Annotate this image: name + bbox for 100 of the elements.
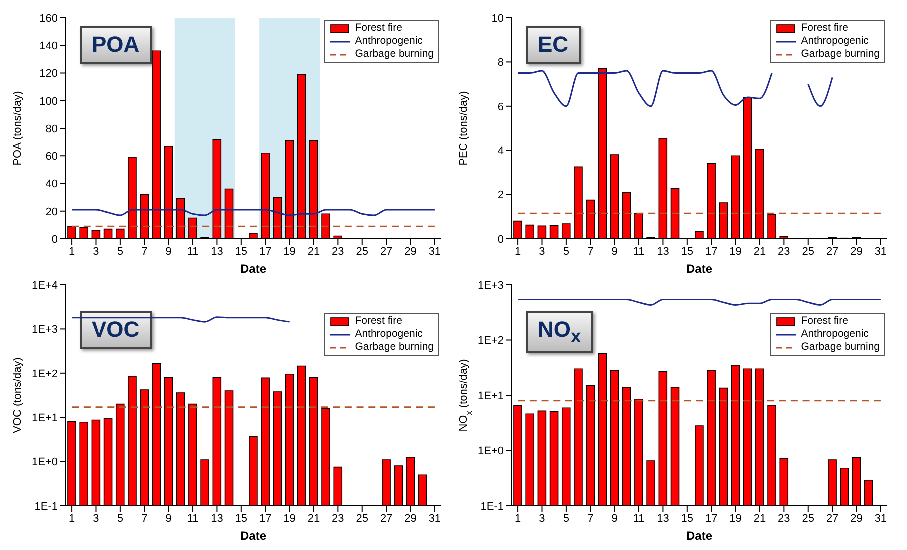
y-tick-label: 0 [52,234,58,246]
x-tick-label: 9 [612,246,618,258]
x-tick-label: 9 [612,512,618,525]
x-tick-label: 3 [539,246,546,258]
y-tick-label: 160 [40,12,58,25]
x-tick-label: 21 [308,246,320,258]
x-tick-label: 21 [754,512,766,525]
x-tick-label: 17 [259,246,272,258]
x-tick-label: 29 [404,246,417,258]
x-tick-label: 25 [356,512,368,525]
y-tick-label: 1E+0 [478,446,504,458]
x-tick-label: 13 [211,512,224,525]
x-tick-label: 5 [117,246,124,258]
legend-label: Garbage burning [355,48,434,61]
x-tick-label: 31 [428,512,442,525]
y-tick-label: 4 [498,146,504,158]
x-tick-label: 7 [588,246,594,258]
x-tick-label: 13 [657,512,670,525]
y-tick-label: 6 [498,101,504,114]
x-tick-label: 29 [404,512,417,525]
y-tick-label: 60 [46,151,58,164]
x-tick-label: 13 [211,246,224,258]
legend-label: Anthropogenic [801,328,869,341]
x-tick-label: 25 [356,246,368,258]
x-tick-label: 3 [93,512,100,525]
x-tick-label: 23 [332,246,344,258]
legend-label: Garbage burning [801,341,880,354]
x-tick-label: 23 [332,512,344,525]
y-tick-label: 120 [40,68,58,80]
x-tick-label: 15 [235,512,248,525]
legend-label: Anthropogenic [801,35,869,48]
x-tick-label: 15 [681,246,694,258]
x-tick-label: 23 [778,512,790,525]
x-axis-title: Date [686,529,713,543]
y-tick-label: 1E+3 [478,280,504,292]
x-tick-label: 11 [187,512,199,525]
legend-label: Forest fire [801,315,848,328]
x-tick-label: 13 [657,246,670,258]
x-tick-label: 29 [850,512,863,525]
x-tick-label: 17 [705,246,718,258]
x-tick-label: 19 [284,246,296,258]
x-tick-label: 25 [802,512,814,525]
x-tick-label: 23 [778,246,790,258]
x-tick-label: 29 [850,246,863,258]
x-tick-label: 31 [874,512,888,525]
x-tick-label: 11 [633,512,645,525]
y-tick-label: 40 [46,178,58,191]
x-axis-title: Date [240,529,267,543]
x-tick-label: 3 [93,246,100,258]
x-tick-label: 9 [166,512,172,525]
x-tick-label: 1 [68,246,76,258]
x-tick-label: 31 [874,246,888,258]
y-tick-label: 1E+2 [32,368,58,380]
legend-label: Garbage burning [801,48,880,61]
x-tick-label: 27 [380,246,393,258]
legend-label: Forest fire [355,22,402,35]
y-tick-label: 2 [498,190,504,202]
x-tick-label: 5 [563,246,570,258]
x-tick-label: 31 [428,246,442,258]
x-tick-label: 19 [730,246,742,258]
text: VOC [80,311,152,349]
x-tick-label: 19 [730,512,742,525]
x-tick-label: 15 [235,246,248,258]
y-axis-title: PEC (tons/day) [458,91,470,166]
y-tick-label: 20 [46,206,58,218]
x-tick-label: 7 [142,512,148,525]
y-tick-label: 1E-1 [34,500,58,513]
x-tick-label: 3 [539,512,546,525]
y-tick-label: 10 [492,12,504,25]
x-tick-label: 27 [826,512,839,525]
x-tick-label: 15 [681,512,694,525]
y-tick-label: 1E+3 [32,324,58,336]
text: POA [80,26,152,64]
x-tick-label: 1 [68,512,76,525]
y-tick-label: 80 [46,123,58,136]
legend-label: Anthropogenic [355,328,423,341]
y-tick-label: 0 [498,234,504,246]
x-tick-label: 17 [705,512,718,525]
x-tick-label: 25 [802,246,814,258]
y-tick-label: 1E+2 [478,335,504,348]
y-tick-label: 140 [40,40,58,53]
x-tick-label: 9 [166,246,172,258]
x-tick-label: 11 [187,246,199,258]
x-tick-label: 21 [754,246,766,258]
text: NO$_{x}$ [526,311,594,354]
legend-label: Garbage burning [355,341,434,354]
y-tick-label: 1E-1 [480,500,504,513]
y-tick-label: 1E+0 [32,456,58,469]
x-axis-title: Date [686,262,713,276]
legend-label: Forest fire [355,315,402,328]
x-tick-label: 19 [284,512,296,525]
y-tick-label: 1E+1 [32,412,58,425]
y-tick-label: 1E+4 [32,280,58,292]
x-tick-label: 1 [514,512,522,525]
legend-label: Forest fire [801,22,848,35]
x-tick-label: 5 [563,512,570,525]
x-tick-label: 17 [259,512,272,525]
x-tick-label: 7 [142,246,148,258]
x-tick-label: 7 [588,512,594,525]
x-tick-label: 27 [380,512,393,525]
